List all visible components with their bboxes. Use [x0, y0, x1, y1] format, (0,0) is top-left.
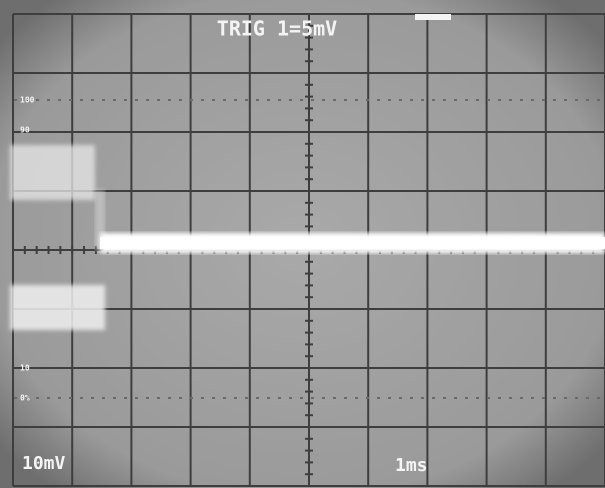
volts-per-div: 10mV: [22, 453, 66, 474]
level-label: 10: [20, 364, 30, 373]
oscilloscope-screen: TRIG 1=5mV 10mV 1ms 100 90 10 0%: [0, 0, 605, 488]
trigger-label: TRIG 1=5mV: [217, 17, 337, 41]
time-per-div: 1ms: [395, 455, 428, 476]
level-label: 0%: [20, 394, 30, 403]
trigger-marker: [415, 14, 451, 20]
level-label: 90: [20, 126, 30, 135]
level-label: 100: [20, 96, 35, 105]
